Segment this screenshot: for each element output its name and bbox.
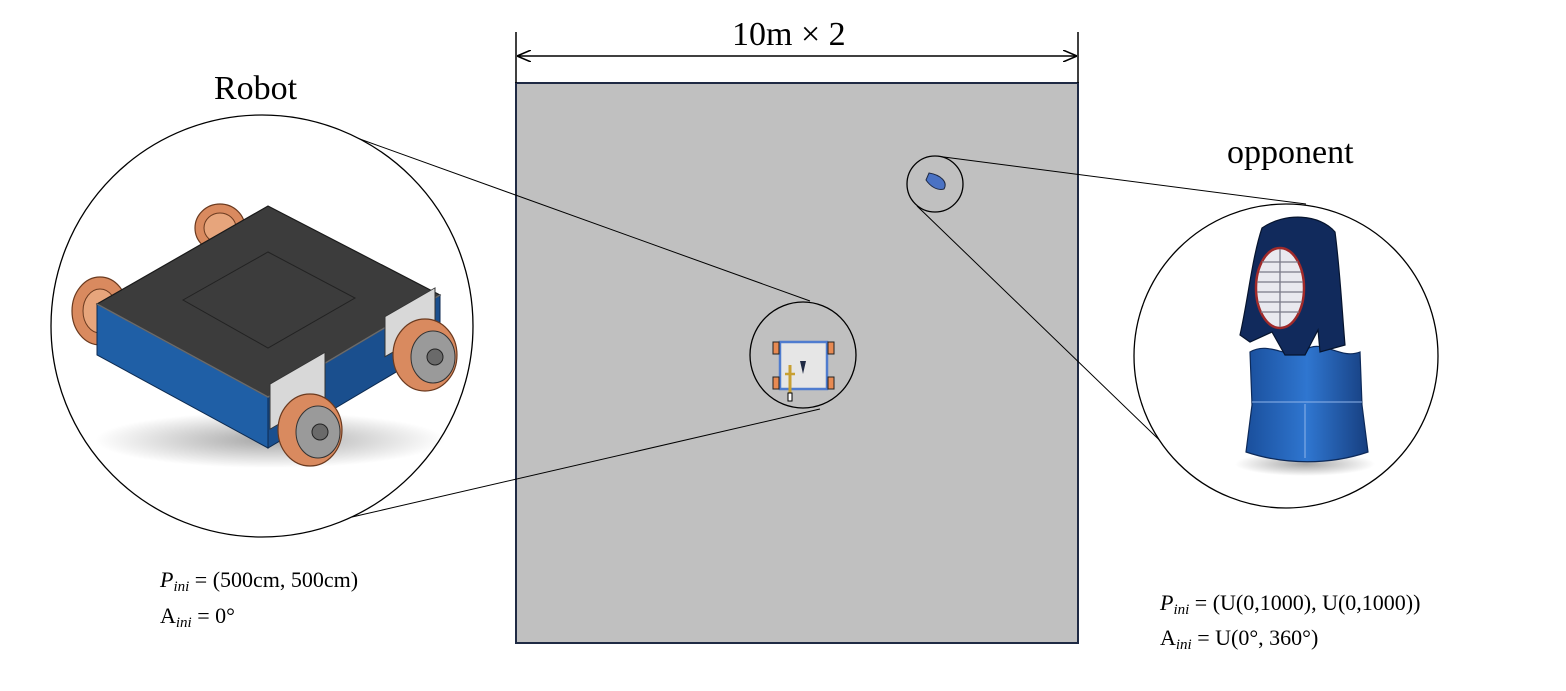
robot-connector-top	[356, 137, 811, 302]
robot-zoom-view	[50, 114, 474, 538]
opponent-initial-angle: Aini = U(0°, 360°)	[1160, 620, 1318, 663]
opponent-angle-subscript: ini	[1175, 637, 1192, 653]
robot-front-wheel-icon	[277, 393, 343, 467]
robot-top-plate-edge	[96, 294, 441, 398]
robot-position-symbol: P	[160, 567, 174, 592]
robot-marker-wheel-bl	[772, 376, 780, 390]
opponent-marker	[906, 155, 964, 213]
opponent-marker-icon	[925, 172, 946, 190]
opponent-face-grill	[1257, 249, 1303, 327]
robot-marker-sword-hilt	[787, 392, 793, 402]
opponent-initial-position: Pini = (U(0,1000), U(0,1000))	[1160, 585, 1420, 628]
robot-marker-wheel-tr	[827, 341, 835, 355]
robot-marker-wheel-br	[827, 376, 835, 390]
opponent-position-symbol: P	[1160, 590, 1174, 615]
robot-marker-heading-icon	[800, 361, 806, 374]
opponent-angle-symbol: A	[1160, 625, 1176, 650]
robot-angle-value: = 0°	[197, 603, 235, 628]
opponent-title: opponent	[1227, 134, 1354, 171]
opponent-connector-top	[935, 155, 1307, 205]
robot-position-value: = (500cm, 500cm)	[194, 567, 359, 592]
robot-angle-symbol: A	[160, 603, 176, 628]
robot-right-wheel-icon	[392, 318, 458, 392]
opponent-position-value: = (U(0,1000), U(0,1000))	[1194, 590, 1421, 615]
arena-dimension-label: 10m × 2	[732, 16, 846, 53]
robot-top-plate-seam	[181, 251, 357, 349]
opponent-position-subscript: ini	[1173, 602, 1190, 618]
opponent-connector-bottom	[916, 205, 1179, 459]
robot-marker-wheel-tl	[772, 341, 780, 355]
robot-connector-bottom	[351, 408, 821, 518]
robot-title: Robot	[214, 70, 298, 107]
robot-marker	[749, 301, 857, 409]
robot-initial-position: Pini = (500cm, 500cm)	[160, 562, 358, 605]
robot-angle-subscript: ini	[175, 615, 192, 631]
robot-initial-angle: Aini = 0°	[160, 598, 235, 641]
opponent-angle-value: = U(0°, 360°)	[1197, 625, 1319, 650]
zoom-connectors	[351, 137, 1307, 518]
robot-position-subscript: ini	[173, 579, 190, 595]
opponent-armor	[1245, 345, 1369, 463]
opponent-zoom-view	[1133, 203, 1439, 509]
